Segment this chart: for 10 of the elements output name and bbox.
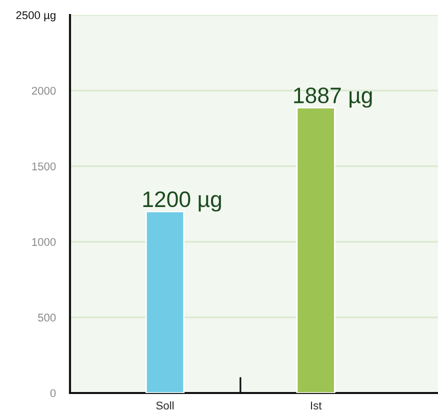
y-tick-label: 1000 [32, 238, 56, 246]
y-tick-label: 0 [50, 389, 56, 398]
data-label: 1200 µg [143, 191, 221, 212]
y-tick-label: 500 [38, 314, 56, 322]
y-tick-label: 1500 [32, 162, 56, 170]
y-tick-label: 2500 µg [16, 11, 56, 22]
data-label: 1887 µg [294, 88, 372, 108]
y-tick-label: 2000 [32, 86, 56, 95]
x-tick-label: Soll [156, 401, 174, 410]
x-tick-label: Ist [311, 402, 322, 410]
